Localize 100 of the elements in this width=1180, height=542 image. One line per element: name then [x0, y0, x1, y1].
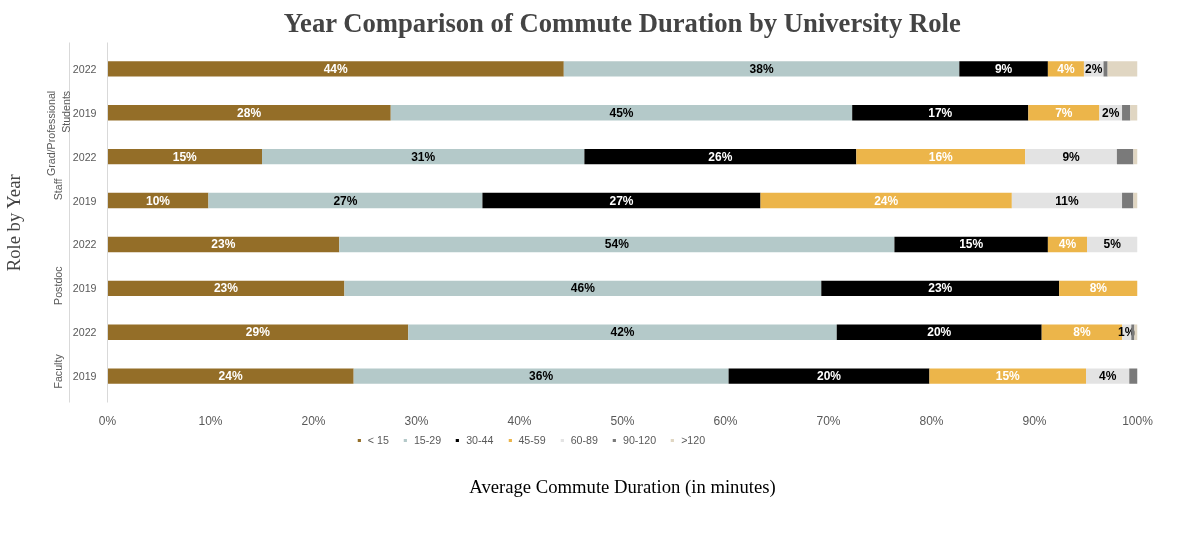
bar [107, 280, 345, 297]
x-tick-label: 10% [198, 413, 223, 428]
data-label: 27% [609, 193, 634, 208]
data-label: 24% [218, 369, 243, 384]
bar [563, 61, 960, 77]
x-axis-title: Average Commute Duration (in minutes) [469, 476, 776, 498]
data-label: 23% [211, 237, 236, 252]
data-label: 27% [333, 193, 358, 208]
data-label: 46% [570, 281, 596, 296]
data-label: 28% [237, 105, 262, 120]
bar [760, 192, 1012, 209]
bar [1129, 368, 1138, 384]
data-label: 44% [323, 61, 348, 76]
data-label: 16% [928, 149, 954, 164]
data-label: 15% [995, 369, 1021, 384]
bar [821, 280, 1060, 297]
bar [482, 192, 761, 209]
bar [1103, 61, 1108, 77]
x-tick-label: 100% [1122, 413, 1154, 428]
y-tick-label: 2022 [72, 238, 97, 251]
bar [1122, 192, 1134, 209]
legend-label: < 15 [367, 434, 389, 446]
bar [208, 192, 483, 209]
bar [107, 324, 409, 340]
x-tick-label: 40% [507, 413, 532, 428]
bar [1116, 148, 1134, 165]
data-label: 15% [172, 149, 198, 164]
data-label: 9% [1062, 149, 1081, 164]
bar [353, 368, 729, 384]
x-tick-label: 80% [919, 413, 944, 428]
legend-label: 60-89 [570, 434, 598, 446]
bar [262, 148, 585, 165]
data-label: 26% [708, 149, 733, 164]
bar [1133, 192, 1138, 209]
x-tick-label: 0% [98, 413, 117, 428]
data-label: 8% [1073, 325, 1091, 340]
data-label: 2% [1102, 105, 1120, 120]
data-label: 29% [245, 325, 271, 340]
x-tick-label: 70% [816, 413, 841, 428]
x-tick-label: 30% [404, 413, 429, 428]
bar [852, 105, 1029, 121]
data-label: 4% [1098, 369, 1117, 384]
bar [1122, 105, 1131, 121]
bar [959, 61, 1048, 77]
bar [584, 148, 857, 165]
bar [929, 368, 1086, 384]
data-label: 9% [994, 61, 1013, 76]
y-axis-title: Role by Year [3, 173, 25, 272]
legend-label: 30-44 [466, 434, 494, 446]
bar [1107, 61, 1138, 77]
data-label: 20% [927, 325, 952, 340]
bar [107, 148, 262, 165]
bar [836, 324, 1042, 340]
data-label: 42% [610, 325, 635, 340]
y-tick-label: 2019 [72, 282, 97, 295]
data-label: 7% [1055, 105, 1073, 120]
x-tick-label: 60% [713, 413, 738, 428]
data-label: 23% [928, 281, 953, 296]
data-label: 5% [1103, 237, 1122, 252]
data-label: 4% [1058, 237, 1077, 252]
text: Grad/Professional Students [45, 90, 72, 177]
data-label: 8% [1089, 281, 1108, 296]
x-tick-label: 50% [610, 413, 635, 428]
data-label: 31% [411, 149, 436, 164]
data-label: 38% [749, 61, 774, 76]
data-label: 17% [928, 105, 953, 120]
data-label: 23% [213, 281, 239, 296]
text: Postdoc [52, 265, 65, 305]
bar [408, 324, 837, 340]
text: Faculty [52, 353, 65, 389]
bar [894, 236, 1048, 253]
bar [107, 105, 391, 121]
y-tick-label: 2019 [72, 194, 97, 207]
data-label: 20% [817, 369, 842, 384]
data-label: 54% [604, 237, 630, 252]
legend-label: 15-29 [413, 434, 442, 446]
bar [344, 280, 822, 297]
data-label: 2% [1085, 61, 1103, 76]
y-tick-label: 2022 [72, 150, 97, 163]
bar [107, 368, 354, 384]
y-tick-label: 2022 [72, 326, 97, 339]
bar [856, 148, 1026, 165]
legend-label: 45-59 [518, 434, 546, 446]
bar [107, 236, 340, 253]
data-label: 45% [609, 105, 634, 120]
bar [390, 105, 853, 121]
x-tick-label: 90% [1022, 413, 1047, 428]
legend-label: 90-120 [622, 434, 657, 446]
bar [107, 61, 564, 77]
data-label: 11% [1055, 193, 1079, 208]
x-tick-label: 20% [301, 413, 326, 428]
data-label: 24% [874, 193, 899, 208]
legend-label: >120 [681, 434, 706, 446]
y-tick-label: 2022 [72, 62, 97, 75]
data-label: 15% [959, 237, 984, 252]
text: Staff [52, 178, 65, 201]
bar [1133, 148, 1138, 165]
y-tick-label: 2019 [72, 106, 97, 119]
chart-title: Year Comparison of Commute Duration by University Role [283, 7, 961, 38]
bar [728, 368, 930, 384]
